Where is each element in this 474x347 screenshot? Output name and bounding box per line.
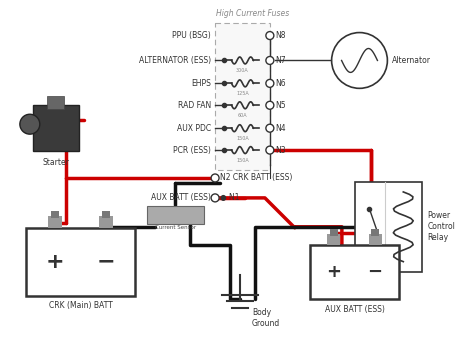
- Text: N2 CRK BATT (ESS): N2 CRK BATT (ESS): [220, 174, 292, 183]
- Text: N7: N7: [275, 56, 285, 65]
- Circle shape: [20, 114, 40, 134]
- Circle shape: [266, 101, 274, 109]
- Text: N3: N3: [275, 146, 285, 155]
- FancyBboxPatch shape: [215, 23, 270, 170]
- Text: AUX BATT (ESS): AUX BATT (ESS): [151, 193, 211, 202]
- Text: 60A: 60A: [237, 113, 247, 118]
- Text: −: −: [367, 263, 383, 281]
- FancyBboxPatch shape: [47, 96, 64, 109]
- Circle shape: [266, 146, 274, 154]
- Text: Current Sensor: Current Sensor: [155, 225, 196, 230]
- Circle shape: [266, 57, 274, 65]
- FancyBboxPatch shape: [48, 216, 63, 228]
- Text: Starter: Starter: [42, 158, 69, 167]
- Text: N5: N5: [275, 101, 285, 110]
- FancyBboxPatch shape: [26, 228, 136, 296]
- Circle shape: [211, 174, 219, 182]
- Text: +: +: [46, 252, 65, 272]
- Text: N4: N4: [275, 124, 285, 133]
- FancyBboxPatch shape: [147, 206, 204, 224]
- Text: EHPS: EHPS: [191, 79, 211, 88]
- Text: Body
Ground: Body Ground: [252, 308, 280, 328]
- Text: AUX PDC: AUX PDC: [177, 124, 211, 133]
- Text: +: +: [327, 263, 341, 281]
- Text: Power
Control
Relay: Power Control Relay: [427, 211, 455, 243]
- FancyBboxPatch shape: [102, 211, 110, 218]
- FancyBboxPatch shape: [330, 229, 338, 236]
- Circle shape: [211, 194, 219, 202]
- Text: CRK (Main) BATT: CRK (Main) BATT: [49, 302, 112, 311]
- Text: N6: N6: [275, 79, 285, 88]
- FancyBboxPatch shape: [33, 105, 79, 151]
- FancyBboxPatch shape: [328, 234, 340, 245]
- Text: High Current Fuses: High Current Fuses: [216, 9, 289, 18]
- Text: ALTERNATOR (ESS): ALTERNATOR (ESS): [139, 56, 211, 65]
- Text: Alternator: Alternator: [392, 56, 431, 65]
- Circle shape: [332, 33, 387, 88]
- Text: 125A: 125A: [236, 91, 249, 96]
- Text: RAD FAN: RAD FAN: [178, 101, 211, 110]
- Text: PCR (ESS): PCR (ESS): [173, 146, 211, 155]
- Text: N8: N8: [275, 31, 285, 40]
- Circle shape: [266, 79, 274, 87]
- FancyBboxPatch shape: [369, 234, 382, 245]
- Circle shape: [266, 124, 274, 132]
- Text: 150A: 150A: [236, 136, 249, 141]
- FancyBboxPatch shape: [52, 211, 59, 218]
- Text: 150A: 150A: [236, 158, 249, 163]
- FancyBboxPatch shape: [310, 245, 400, 299]
- Circle shape: [266, 32, 274, 40]
- Text: −: −: [97, 252, 115, 272]
- Text: AUX BATT (ESS): AUX BATT (ESS): [325, 305, 384, 314]
- FancyBboxPatch shape: [355, 182, 422, 272]
- FancyBboxPatch shape: [371, 229, 379, 236]
- FancyBboxPatch shape: [99, 216, 113, 228]
- Text: 300A: 300A: [236, 68, 249, 74]
- Text: ● N1: ● N1: [220, 193, 239, 202]
- Text: PPU (BSG): PPU (BSG): [173, 31, 211, 40]
